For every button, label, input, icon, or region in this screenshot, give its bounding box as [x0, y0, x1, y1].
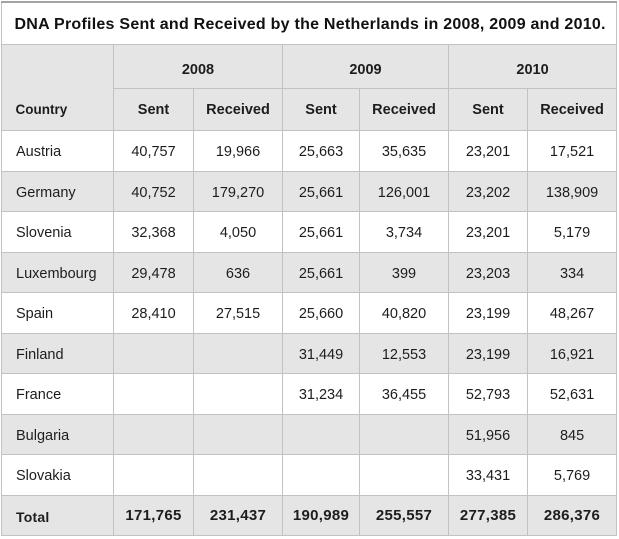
svg-text:DNA Profiles Sent and Received: DNA Profiles Sent and Received by the Ne… — [15, 16, 606, 33]
